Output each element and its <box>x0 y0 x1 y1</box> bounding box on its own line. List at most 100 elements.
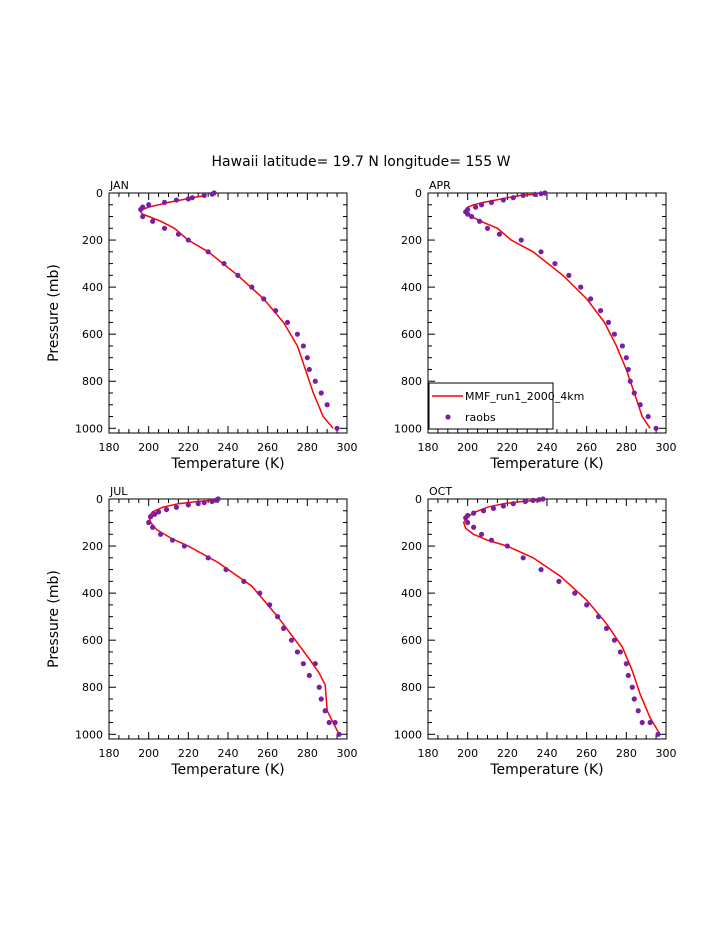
data-point-raobs <box>500 503 506 509</box>
data-point-raobs <box>300 661 306 667</box>
plot-frame <box>427 498 667 740</box>
data-point-raobs <box>274 614 281 620</box>
x-tick-label: 260 <box>576 441 597 454</box>
x-tick-label: 300 <box>656 747 677 760</box>
panel-label: OCT <box>429 485 452 498</box>
data-point-raobs <box>249 284 255 290</box>
y-tick-label: 800 <box>82 681 103 694</box>
data-point-raobs <box>510 195 516 201</box>
data-point-raobs <box>205 249 211 255</box>
data-point-raobs <box>476 218 483 224</box>
data-point-raobs <box>318 390 324 396</box>
legend-label: MMF_run1_2000_4km <box>465 390 584 403</box>
data-point-raobs <box>267 602 273 608</box>
x-tick-label: 200 <box>457 747 478 760</box>
data-point-raobs <box>578 284 584 290</box>
data-point-raobs <box>324 402 330 408</box>
data-point-raobs <box>538 191 544 197</box>
data-point-raobs <box>195 501 201 507</box>
data-point-raobs <box>336 731 342 737</box>
data-point-raobs <box>538 566 544 573</box>
data-point-raobs <box>465 519 471 526</box>
y-tick-label: 0 <box>96 493 103 506</box>
series-line-mmf <box>147 499 340 735</box>
data-point-raobs <box>241 578 247 584</box>
x-tick-label: 300 <box>656 441 677 454</box>
data-point-raobs <box>556 578 562 584</box>
x-tick-label: 180 <box>99 747 120 760</box>
panel-label: JUL <box>109 485 128 498</box>
x-tick-label: 280 <box>616 441 637 454</box>
data-point-raobs <box>623 661 629 667</box>
data-point-raobs <box>520 555 526 561</box>
data-point-raobs <box>465 211 471 217</box>
x-axis-label: Temperature (K) <box>489 762 603 778</box>
data-point-raobs <box>306 366 312 373</box>
data-point-raobs <box>221 260 227 267</box>
y-tick-label: 1000 <box>394 728 422 741</box>
data-point-raobs <box>488 537 495 543</box>
x-tick-label: 220 <box>497 747 518 760</box>
data-point-raobs <box>538 249 544 255</box>
data-point-raobs <box>146 202 152 208</box>
data-point-raobs <box>138 206 144 213</box>
y-tick-label: 400 <box>82 587 103 600</box>
legend-label: raobs <box>465 411 496 424</box>
x-tick-label: 240 <box>218 747 239 760</box>
data-point-raobs <box>518 237 524 243</box>
y-tick-label: 0 <box>96 187 103 200</box>
panel-jul: JUL 180 200 220 240 260 280 300 0 200 400 600 800 100… <box>46 485 358 778</box>
data-point-raobs <box>189 195 195 201</box>
data-point-raobs <box>140 213 146 220</box>
data-point-raobs <box>185 196 191 202</box>
data-point-raobs <box>261 296 267 302</box>
data-point-raobs <box>566 272 572 278</box>
y-tick-label: 200 <box>401 540 422 553</box>
data-point-raobs <box>488 199 495 206</box>
data-point-raobs <box>617 649 623 655</box>
y-axis-label: Pressure (mb) <box>46 570 62 668</box>
x-tick-label: 220 <box>497 441 518 454</box>
data-point-raobs <box>201 192 207 198</box>
data-point-raobs <box>273 308 279 314</box>
data-point-raobs <box>597 308 604 314</box>
data-point-raobs <box>312 661 318 667</box>
data-point-raobs <box>480 508 487 514</box>
y-tick-label: 400 <box>401 281 422 294</box>
data-point-raobs <box>332 719 338 726</box>
panel-oct: OCT 180 200 220 240 260 280 300 0 200 400 600 800 100… <box>394 485 677 778</box>
x-tick-label: 260 <box>257 441 278 454</box>
y-tick-label: 0 <box>415 187 422 200</box>
panel-jan: JAN 180 200 220 240 260 280 300 0 200 400 600 800 100… <box>46 179 358 472</box>
y-tick-label: 600 <box>82 328 103 341</box>
y-tick-label: 600 <box>401 634 422 647</box>
data-point-raobs <box>150 524 156 530</box>
data-point-raobs <box>611 331 618 337</box>
data-point-raobs <box>629 684 635 690</box>
x-tick-label: 280 <box>297 747 318 760</box>
data-point-raobs <box>205 555 211 561</box>
data-point-raobs <box>288 637 295 643</box>
data-point-raobs <box>209 191 215 197</box>
data-point-raobs <box>637 402 643 408</box>
data-point-raobs <box>588 296 594 302</box>
data-point-raobs <box>471 510 477 516</box>
data-point-raobs <box>155 509 162 515</box>
data-point-raobs <box>484 225 491 231</box>
legend-swatch-marker <box>445 414 451 420</box>
data-point-raobs <box>647 719 653 726</box>
data-point-raobs <box>504 543 510 549</box>
x-axis-label: Temperature (K) <box>170 456 284 472</box>
x-tick-label: 220 <box>178 747 199 760</box>
data-point-raobs <box>223 566 229 573</box>
x-tick-label: 260 <box>257 747 278 760</box>
y-tick-label: 800 <box>401 375 422 388</box>
panel-label: JAN <box>109 179 129 192</box>
data-point-raobs <box>625 672 631 679</box>
x-tick-label: 240 <box>537 747 558 760</box>
y-tick-label: 600 <box>401 328 422 341</box>
data-point-raobs <box>181 543 187 549</box>
figure-title: Hawaii latitude= 19.7 N longitude= 155 W <box>212 154 511 170</box>
